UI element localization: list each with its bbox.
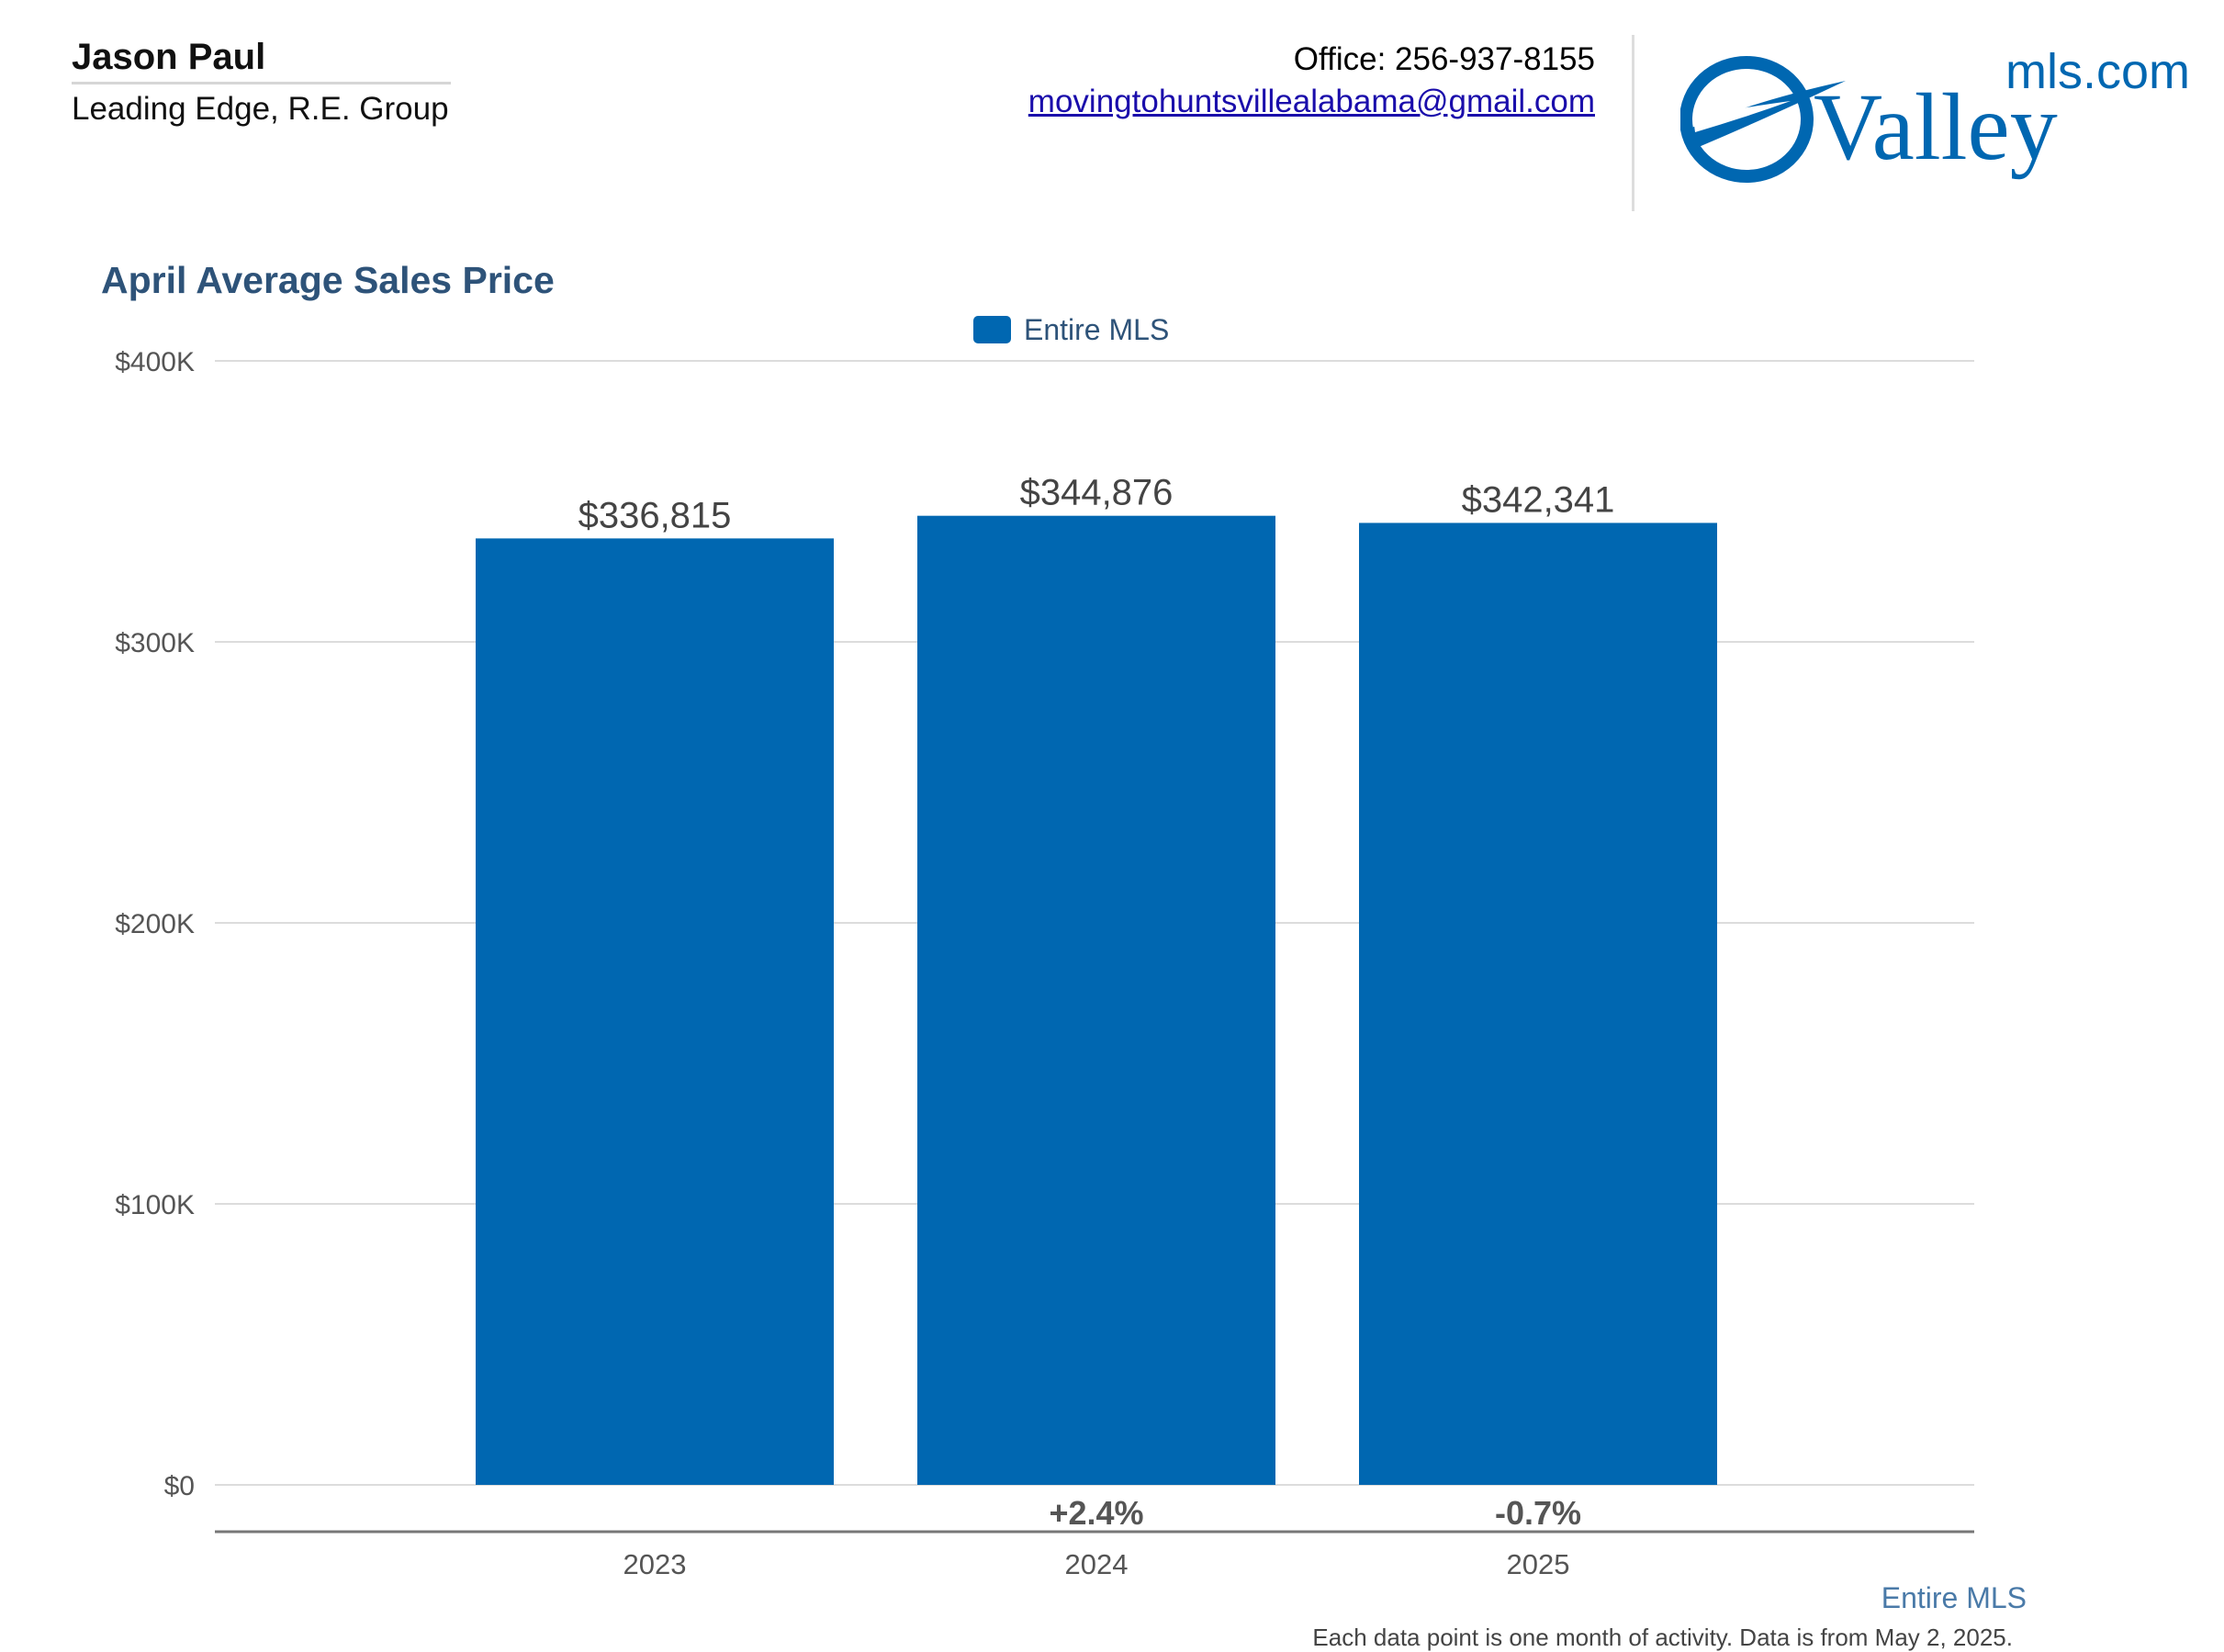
series-caption: Entire MLS (1881, 1581, 2027, 1614)
logo-suffix: mls.com (2005, 44, 2190, 99)
y-tick-label: $0 (164, 1471, 195, 1501)
y-tick-label: $100K (115, 1190, 195, 1220)
chart-legend[interactable]: Entire MLS (973, 310, 1169, 349)
agent-name: Jason Paul (72, 37, 266, 77)
chart-title: April Average Sales Price (101, 259, 555, 301)
name-underline (72, 82, 451, 84)
bar (917, 515, 1275, 1485)
y-tick-label: $300K (115, 628, 195, 658)
valleymls-logo: Valley mls.com (1680, 44, 2190, 183)
x-tick-label: 2024 (1065, 1548, 1129, 1580)
contact-block: Office: 256-937-8155 movingtohuntsvillea… (1028, 39, 1595, 123)
x-tick-label: 2023 (623, 1548, 687, 1580)
bar-value-label: $336,815 (578, 495, 732, 535)
y-tick-label: $400K (115, 347, 195, 377)
email-link[interactable]: movingtohuntsvillealabama@gmail.com (1028, 84, 1595, 119)
bar (1359, 523, 1717, 1485)
bar-value-label: $344,876 (1020, 473, 1174, 513)
y-tick-label: $200K (115, 909, 195, 939)
x-tick-label: 2025 (1507, 1548, 1570, 1580)
bar (476, 538, 834, 1485)
header-divider (1632, 35, 1634, 211)
legend-label: Entire MLS (1024, 312, 1170, 346)
logo-swoosh-icon (1680, 56, 1846, 183)
office-phone: Office: 256-937-8155 (1293, 41, 1595, 77)
legend-swatch (973, 316, 1011, 343)
logo-word: Valley (1814, 74, 2058, 180)
bar-value-label: $342,341 (1462, 479, 1615, 520)
data-note: Each data point is one month of activity… (1312, 1624, 2013, 1651)
change-label: +2.4% (1049, 1494, 1143, 1532)
agent-company: Leading Edge, R.E. Group (72, 91, 449, 127)
change-label: -0.7% (1495, 1494, 1581, 1532)
